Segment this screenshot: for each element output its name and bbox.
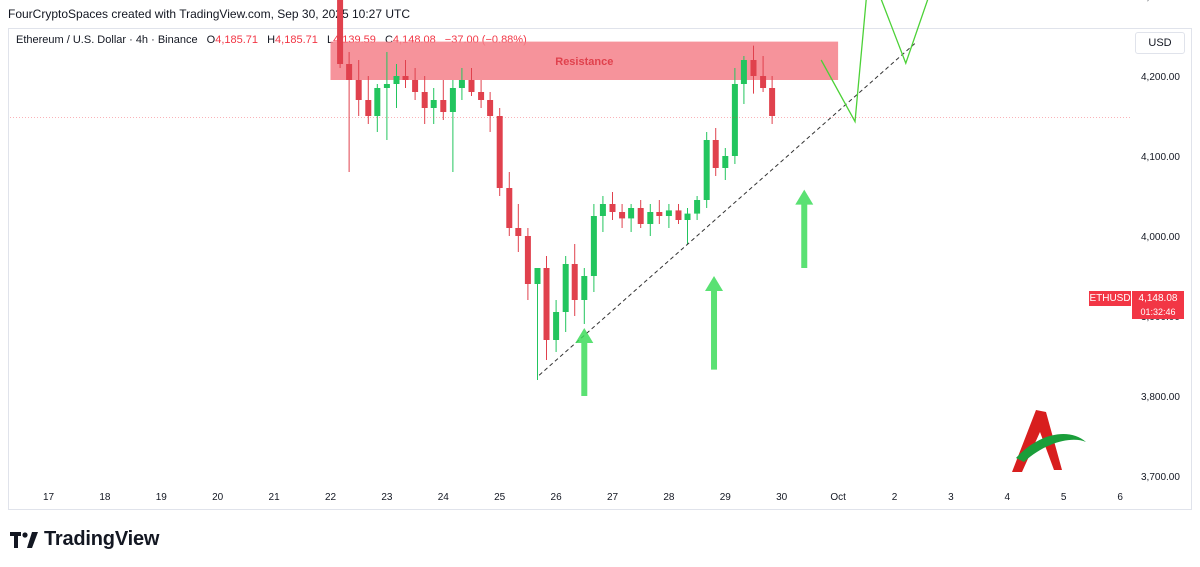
tradingview-logo-icon [10,531,38,548]
x-tick-label: 3 [948,492,954,503]
candle-body [355,80,362,100]
brand-name: TradingView [44,528,160,550]
projection-path [820,0,929,124]
candle-body [468,80,475,92]
y-tick-label: 4,200.00 [1141,72,1180,83]
candle-body [609,204,616,212]
x-tick-label: 20 [212,492,224,503]
x-tick-label: 28 [663,492,675,503]
candle-body [581,276,588,300]
candle-body [722,156,729,168]
x-tick-label: 27 [607,492,619,503]
candle-body [656,212,663,216]
x-tick-label: 21 [269,492,281,503]
resistance-label: Resistance [555,56,613,68]
candle-body [430,100,437,108]
x-tick-label: 4 [1005,492,1011,503]
legend-high: 4,185.71 [275,34,318,46]
x-tick-label: 23 [381,492,393,503]
watermark-logo-swoosh [1016,434,1086,462]
candle-body [534,268,541,284]
candle-body [383,84,390,88]
x-tick-label: 25 [494,492,506,503]
chart-frame [8,28,1192,510]
candle-body [365,100,372,116]
candle-body [374,88,381,116]
candle-body [665,210,672,216]
x-tick-label: 24 [438,492,450,503]
x-tick-label: 18 [99,492,111,503]
candle-body [619,212,626,219]
legend-high-label: H [267,34,276,46]
x-tick-label: 26 [551,492,563,503]
candle-body [637,208,644,224]
y-tick-label: 4,100.00 [1141,152,1180,163]
up-arrow-marker [705,276,724,370]
x-tick-label: 19 [156,492,168,503]
candle-body [712,140,719,168]
support-trendline [538,41,918,376]
candle-body [337,0,344,64]
candle-body [496,116,503,188]
candle-body [440,100,447,112]
candle-body [421,92,428,108]
candle-body [694,200,701,214]
tradingview-logo[interactable]: TradingView [10,528,159,551]
candle-body [553,312,560,340]
x-tick-label: Oct [830,492,846,503]
candle-body [506,188,513,228]
candle-body [731,84,738,156]
candle-body [458,80,465,88]
candle-body [647,212,654,224]
x-tick-label: 2 [892,492,898,503]
candle-body [515,228,522,236]
x-tick-label: 29 [720,492,732,503]
candle-body [543,268,550,340]
candle-body [449,88,456,112]
bar-countdown-badge: 01:32:46 [1132,306,1184,319]
legend-open: 4,185.71 [215,34,259,46]
candle-body [412,80,419,92]
candle-body [393,76,400,84]
chart-credit: FourCryptoSpaces created with TradingVie… [8,7,410,21]
up-arrow-marker [795,189,814,268]
y-tick-label: 4,000.00 [1141,232,1180,243]
candle-body [769,88,776,116]
candle-body [346,64,353,80]
legend-symbol: Ethereum / U.S. Dollar · 4h · Binance [16,34,198,46]
candle-body [599,204,606,216]
candle-body [402,76,409,80]
candle-body [524,236,531,284]
candle-body [760,76,767,88]
legend-open-label: O [206,34,216,46]
candle-body [571,264,578,300]
x-tick-label: 6 [1117,492,1123,503]
legend-low-label: L [326,34,334,46]
x-tick-label: 30 [776,492,788,503]
y-tick-label: 4,300.00 [1141,0,1180,3]
candle-body [562,264,569,312]
candle-body [675,210,682,220]
candle-body [684,213,691,220]
up-arrow-marker [575,328,594,396]
currency-button[interactable]: USD [1135,32,1185,54]
y-tick-label: 3,700.00 [1141,472,1180,483]
candle-body [590,216,597,276]
candle-body [478,92,485,100]
candle-body [487,100,494,116]
x-tick-label: 5 [1061,492,1067,503]
candle-body [750,60,757,76]
x-tick-label: 17 [43,492,55,503]
y-tick-label: 3,800.00 [1141,392,1180,403]
candle-body [740,60,747,84]
candle-body [628,208,635,219]
legend-close-label: C [384,34,393,46]
symbol-badge: ETHUSD [1089,291,1131,306]
candle-body [703,140,710,200]
x-tick-label: 22 [325,492,337,503]
last-price-badge: 4,148.08 [1132,291,1184,306]
